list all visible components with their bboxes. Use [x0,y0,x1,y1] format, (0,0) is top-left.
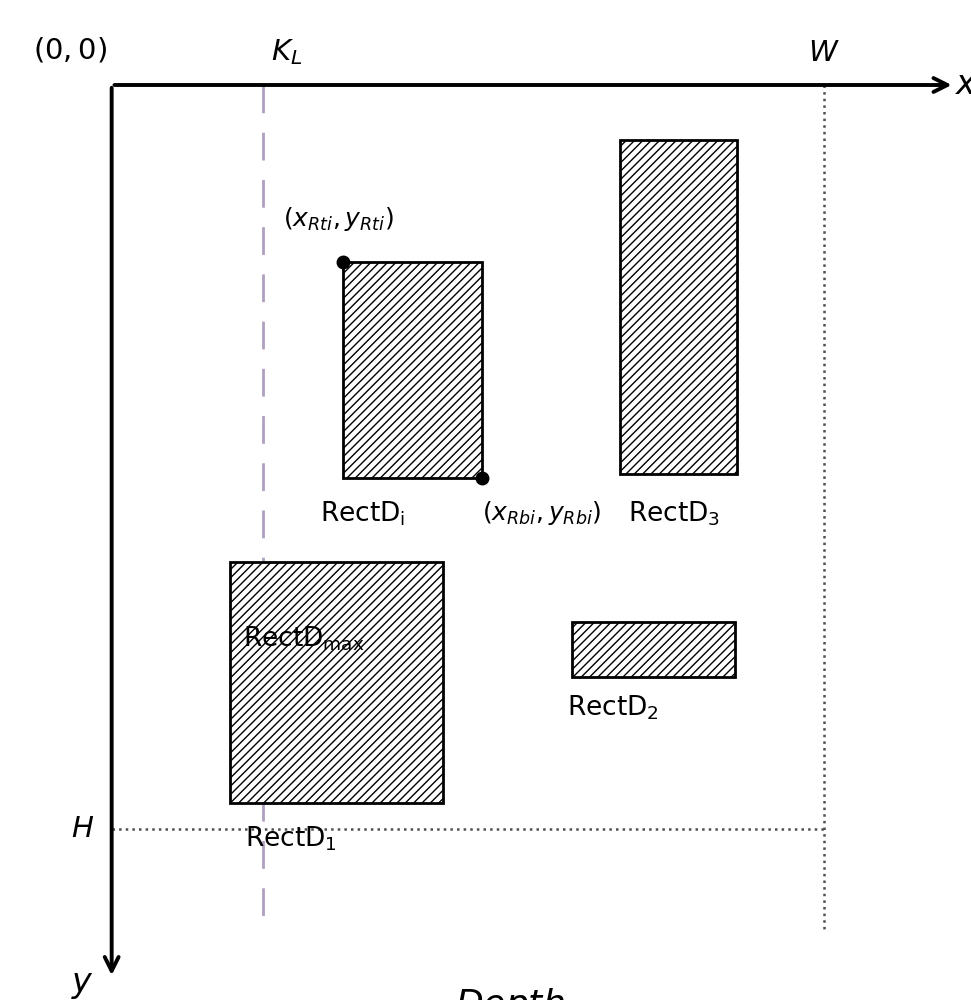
Text: $\mathrm{RectD_{max}}$: $\mathrm{RectD_{max}}$ [243,624,365,653]
Text: $(x_{Rti},y_{Rti})$: $(x_{Rti},y_{Rti})$ [283,205,394,233]
Text: $H$: $H$ [71,815,94,843]
Bar [343,262,482,478]
Text: $(0,0)$: $(0,0)$ [33,36,107,65]
Text: $\mathrm{RectD_2}$: $\mathrm{RectD_2}$ [567,693,659,722]
Bar [229,562,443,803]
Text: $W$: $W$ [809,39,840,67]
Text: $\mathrm{RectD_i}$: $\mathrm{RectD_i}$ [319,499,405,528]
Text: $\mathrm{RectD_3}$: $\mathrm{RectD_3}$ [627,499,720,528]
Text: $Depth$: $Depth$ [455,986,564,1000]
Bar [619,140,738,474]
Text: $x$: $x$ [954,68,971,102]
Bar [572,622,735,676]
Text: $\mathrm{RectD_1}$: $\mathrm{RectD_1}$ [245,824,337,853]
Text: $(x_{Rbi},y_{Rbi})$: $(x_{Rbi},y_{Rbi})$ [482,499,601,527]
Text: $K_L$: $K_L$ [271,37,302,67]
Text: $y$: $y$ [71,968,94,1000]
